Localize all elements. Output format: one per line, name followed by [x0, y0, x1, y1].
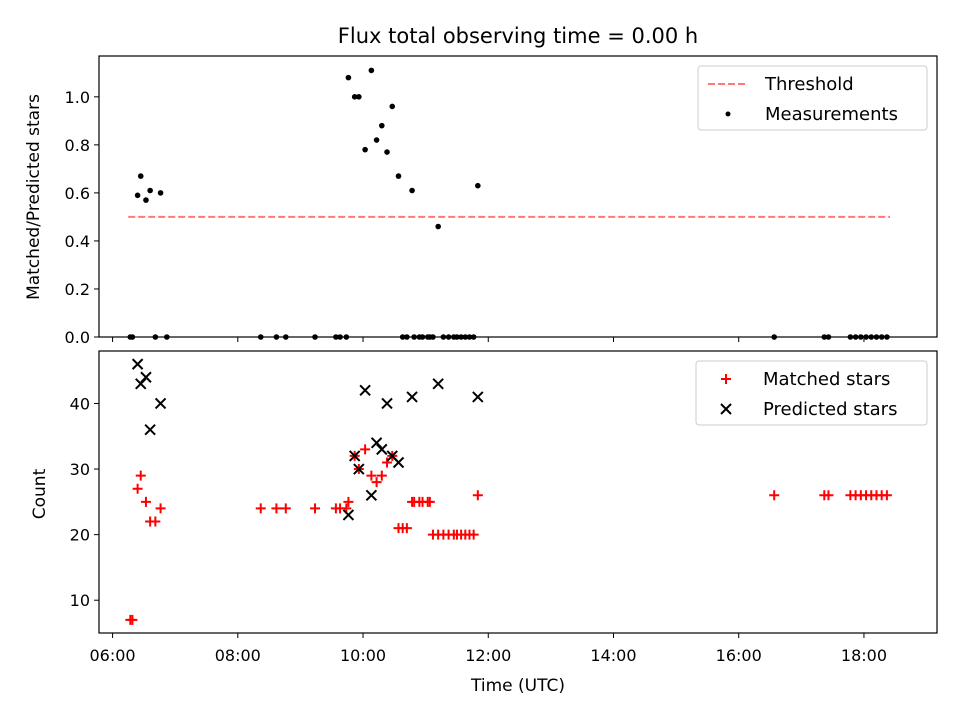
y-tick-label: 10	[70, 591, 90, 610]
matched-star-point	[127, 614, 138, 625]
y-tick-label: 0.0	[65, 328, 90, 347]
matched-star-point	[135, 470, 146, 481]
legend-label: Measurements	[765, 104, 898, 125]
matched-star-point	[823, 490, 834, 501]
x-tick-label: 12:00	[465, 646, 511, 665]
measurement-point	[379, 122, 385, 129]
bottom-x-axis-label: Time (UTC)	[470, 676, 565, 696]
measurement-point	[389, 103, 396, 110]
predicted-star-point	[131, 358, 144, 370]
matched-star-point	[255, 503, 266, 514]
measurement-point	[134, 192, 141, 199]
predicted-star-point	[144, 423, 156, 436]
legend-label: Threshold	[764, 74, 854, 95]
measurement-point	[435, 223, 441, 230]
matched-star-point	[150, 516, 161, 527]
x-tick-label: 18:00	[841, 646, 887, 665]
measurement-point	[395, 173, 402, 179]
matched-star-point	[366, 470, 377, 481]
predicted-star-point	[348, 450, 361, 462]
y-tick-label: 40	[70, 394, 90, 413]
matched-star-point	[881, 490, 892, 501]
predicted-star-point	[353, 463, 365, 475]
predicted-star-point	[154, 397, 167, 410]
y-tick-label: 0.8	[65, 136, 90, 155]
bottom-panel: 10 20 30 40 06:00 08:00 10:00 12:00 14:00 16:00 18…	[70, 350, 938, 665]
x-tick-label: 16:00	[716, 646, 762, 665]
measurement-point	[137, 173, 144, 179]
measurement-point	[373, 137, 380, 143]
legend-box	[695, 360, 928, 426]
matched-star-point	[343, 496, 354, 507]
x-tick-label: 08:00	[215, 646, 261, 665]
predicted-star-point	[432, 378, 444, 390]
matched-star-point	[382, 457, 393, 468]
predicted-star-point	[392, 456, 405, 469]
measurement-point	[157, 190, 164, 196]
matched-star-point	[280, 503, 291, 514]
matched-star-point	[310, 503, 321, 514]
matched-star-point	[468, 529, 479, 540]
bottom-y-axis-label: Count	[30, 468, 50, 519]
x-tick-label: 14:00	[590, 646, 636, 665]
predicted-star-point	[140, 371, 152, 383]
x-tick-label: 06:00	[90, 646, 136, 665]
measurement-point	[475, 182, 481, 189]
legend-matched-swatch	[721, 374, 731, 384]
legend-label: Predicted stars	[763, 399, 897, 420]
predicted-star-point	[406, 391, 418, 403]
predicted-star-point	[376, 443, 388, 456]
top-chart-title: Flux total observing time = 0.00 h	[338, 24, 698, 48]
predicted-star-point	[381, 397, 393, 410]
matched-star-point	[472, 490, 483, 501]
plot-frame	[98, 55, 938, 338]
x-tick-label: 10:00	[340, 646, 386, 665]
measurement-point	[362, 146, 368, 153]
measurement-point	[384, 149, 390, 155]
matched-star-point	[376, 470, 387, 481]
y-tick-label: 30	[70, 460, 90, 479]
top-panel: 0.0 0.2 0.4 0.6 0.8 1.0 Threshold Measurements	[65, 55, 938, 347]
measurement-point	[356, 94, 362, 100]
y-tick-label: 20	[70, 526, 90, 545]
predicted-star-point	[472, 391, 484, 403]
legend-label: Matched stars	[763, 369, 890, 390]
predicted-star-point	[359, 384, 371, 397]
predicted-star-point	[342, 509, 355, 521]
measurement-point	[351, 94, 358, 100]
y-tick-label: 0.2	[65, 280, 90, 299]
measurement-point	[143, 197, 149, 203]
matched-star-point	[155, 503, 166, 514]
predicted-star-point	[365, 489, 378, 501]
measurement-point	[368, 67, 375, 74]
matched-star-point	[371, 477, 382, 488]
matched-star-point	[140, 496, 151, 507]
measurement-point	[345, 74, 352, 81]
top-y-axis-label: Matched/Predicted stars	[24, 94, 44, 300]
matched-star-point	[401, 523, 412, 534]
legend-predicted-swatch	[720, 403, 732, 415]
matched-star-point	[271, 503, 282, 514]
y-tick-label: 1.0	[65, 88, 90, 107]
matched-star-point	[132, 483, 143, 494]
measurement-point	[147, 187, 153, 194]
y-tick-label: 0.6	[65, 184, 90, 203]
legend-box	[697, 65, 928, 131]
plot-frame	[98, 350, 938, 634]
matched-star-point	[424, 496, 435, 507]
legend-measurement-swatch	[725, 111, 731, 117]
y-tick-label: 0.4	[65, 232, 90, 251]
measurement-point	[409, 187, 415, 194]
matched-star-point	[360, 444, 371, 455]
matched-star-point	[769, 490, 780, 501]
